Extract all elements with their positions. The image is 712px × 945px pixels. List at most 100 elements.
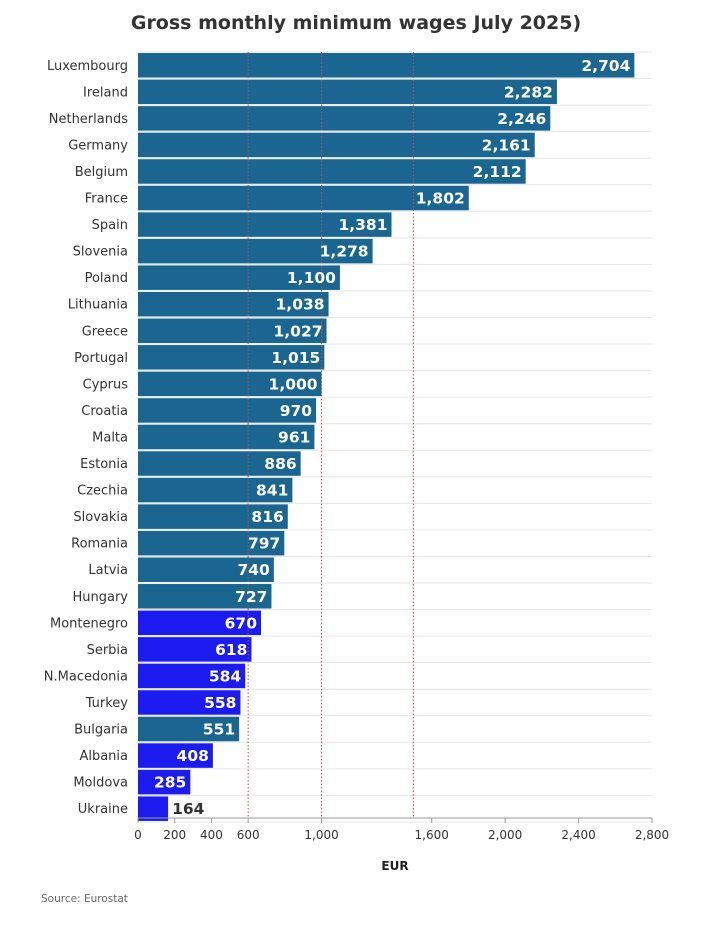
bar-belgium xyxy=(138,159,526,184)
x-tick-label: 400 xyxy=(200,828,223,842)
value-label: 816 xyxy=(251,508,283,526)
value-label: 1,100 xyxy=(287,269,336,287)
value-label: 740 xyxy=(237,561,270,579)
bar-romania xyxy=(138,530,285,556)
category-label: Turkey xyxy=(85,696,129,711)
category-label: Slovakia xyxy=(73,510,128,525)
bar-lithuania xyxy=(138,291,329,317)
category-label: Croatia xyxy=(81,404,128,419)
bar-czechia xyxy=(138,477,293,503)
x-tick-label: 1,000 xyxy=(304,828,338,842)
bar-cyprus xyxy=(138,371,322,397)
category-label: Romania xyxy=(71,537,128,552)
category-label: France xyxy=(85,192,128,207)
x-tick-label: 600 xyxy=(237,828,260,842)
category-label: Luxembourg xyxy=(47,59,128,74)
category-label: Albania xyxy=(79,749,128,764)
category-label: Bulgaria xyxy=(74,723,128,738)
x-axis-title: EUR xyxy=(381,859,409,873)
value-label: 2,246 xyxy=(497,110,546,128)
value-label: 2,161 xyxy=(482,136,531,154)
value-label: 285 xyxy=(154,774,186,792)
category-label: Belgium xyxy=(75,165,128,180)
x-tick-label: 200 xyxy=(163,828,186,842)
value-label: 558 xyxy=(204,694,236,712)
category-label: Latvia xyxy=(88,563,128,578)
value-label: 961 xyxy=(278,428,310,446)
bar-malta xyxy=(138,424,315,450)
value-label: 797 xyxy=(248,535,280,553)
value-label: 1,015 xyxy=(271,349,320,367)
bar-luxembourg xyxy=(138,53,635,78)
value-label: 2,282 xyxy=(504,83,553,101)
category-label: Hungary xyxy=(72,590,128,605)
bar-germany xyxy=(138,132,535,158)
x-tick-label: 0 xyxy=(134,828,142,842)
bars-layer xyxy=(138,53,635,821)
value-label: 970 xyxy=(280,402,313,420)
value-label: 841 xyxy=(256,482,288,500)
bar-n-macedonia xyxy=(138,663,246,689)
category-label: Cyprus xyxy=(83,377,129,392)
bar-montenegro xyxy=(138,610,261,636)
value-label: 584 xyxy=(209,667,242,685)
x-tick-label: 2,000 xyxy=(488,828,522,842)
category-label: Moldova xyxy=(73,776,128,791)
category-label: Spain xyxy=(92,218,128,233)
category-label: Czechia xyxy=(77,484,128,499)
bar-poland xyxy=(138,265,340,290)
value-label: 886 xyxy=(264,455,296,473)
category-label: Ireland xyxy=(83,85,128,100)
category-label: Greece xyxy=(82,324,128,339)
grid-layer xyxy=(138,51,652,823)
bar-slovenia xyxy=(138,238,373,264)
reference-lines-layer xyxy=(247,52,414,818)
category-label: Montenegro xyxy=(50,616,128,631)
bar-slovakia xyxy=(138,504,288,529)
labels-layer: Luxembourg 2,704 Ireland 2,282 Netherlands 2,… xyxy=(44,57,631,818)
x-tick-label: 2,400 xyxy=(561,828,595,842)
x-axis: 0 200 400 600 1,000 1,600 2,000 2,400 2,800 xyxy=(134,817,669,842)
bar-moldova xyxy=(138,769,191,795)
category-label: Lithuania xyxy=(68,298,128,313)
category-label: Slovenia xyxy=(73,245,128,260)
source-note: Source: Eurostat xyxy=(41,893,128,905)
category-label: Ukraine xyxy=(78,802,128,817)
x-tick-label: 1,600 xyxy=(415,828,449,842)
category-label: Portugal xyxy=(74,351,128,366)
chart-title: Gross monthly minimum wages July 2025) xyxy=(130,12,582,34)
bar-serbia xyxy=(138,637,252,662)
value-label: 2,704 xyxy=(581,57,630,75)
value-label: 1,000 xyxy=(269,375,318,393)
value-label: 408 xyxy=(177,747,209,765)
category-label: Serbia xyxy=(87,643,128,658)
value-label: 1,027 xyxy=(273,322,322,340)
value-label: 670 xyxy=(225,614,258,632)
bar-ireland xyxy=(138,79,557,105)
value-label: 618 xyxy=(215,641,247,659)
category-label: Poland xyxy=(85,271,128,286)
bar-greece xyxy=(138,318,327,344)
bar-estonia xyxy=(138,451,301,476)
value-label: 1,381 xyxy=(338,216,387,234)
value-label: 1,278 xyxy=(320,243,369,261)
bar-turkey xyxy=(138,690,241,715)
bar-croatia xyxy=(138,398,317,423)
bar-bulgaria xyxy=(138,716,240,742)
bar-latvia xyxy=(138,557,274,582)
value-label: 1,802 xyxy=(416,190,465,208)
bar-portugal xyxy=(138,345,325,370)
x-tick-label: 2,800 xyxy=(635,828,669,842)
category-label: Estonia xyxy=(80,457,128,472)
bar-spain xyxy=(138,212,392,237)
category-label: Germany xyxy=(68,138,128,153)
category-label: Netherlands xyxy=(49,112,128,127)
bar-ukraine xyxy=(138,796,169,821)
bar-hungary xyxy=(138,584,272,609)
category-label: Malta xyxy=(92,430,128,445)
value-label: 1,038 xyxy=(276,296,325,314)
value-label: 164 xyxy=(172,800,205,818)
value-label: 551 xyxy=(203,721,235,739)
bar-albania xyxy=(138,743,213,768)
